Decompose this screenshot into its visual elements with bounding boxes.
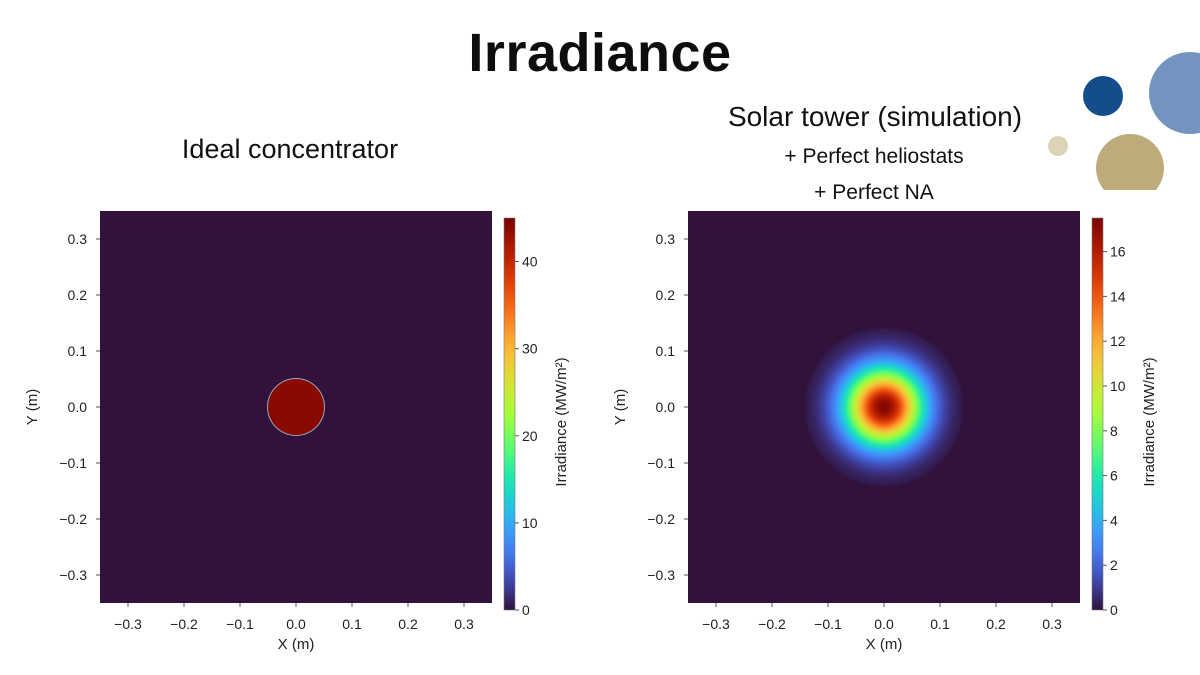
y-axis-label: Y (m) xyxy=(24,389,41,425)
slide-title: Irradiance xyxy=(468,23,732,83)
colorbar-tick-label: 4 xyxy=(1110,512,1118,528)
colorbar-tick-label: 0 xyxy=(1110,602,1118,618)
y-tick-label: 0.1 xyxy=(656,343,676,359)
y-tick-label: 0.1 xyxy=(68,343,88,359)
colorbar-tick-label: 10 xyxy=(1110,378,1126,394)
heatmap-0-spot xyxy=(268,379,324,435)
x-tick-label: 0.2 xyxy=(398,616,418,632)
colorbar-tick-label: 12 xyxy=(1110,333,1126,349)
colorbar-tick-label: 0 xyxy=(522,602,530,618)
x-tick-label: 0.0 xyxy=(874,616,894,632)
colorbar-tick-label: 2 xyxy=(1110,557,1118,573)
x-tick-label: −0.1 xyxy=(226,616,254,632)
colorbar-tick-label: 14 xyxy=(1110,288,1126,304)
left-panel-caption: Ideal concentrator xyxy=(181,134,399,164)
y-tick-label: 0.0 xyxy=(656,399,676,415)
colorbar-label: Irradiance (MW/m²) xyxy=(1141,357,1158,486)
y-tick-label: −0.1 xyxy=(647,455,675,471)
colorbar-tick-label: 30 xyxy=(522,341,538,357)
x-tick-label: 0.3 xyxy=(454,616,474,632)
heatmap-1-gaussian-spot xyxy=(799,322,969,492)
x-tick-label: −0.3 xyxy=(114,616,142,632)
colorbar-1 xyxy=(1091,217,1104,611)
y-tick-label: −0.3 xyxy=(647,567,675,583)
y-tick-label: 0.2 xyxy=(656,287,676,303)
right-panel-subcaption-heliostats: + Perfect heliostats xyxy=(784,145,964,168)
decorative-circle-beige xyxy=(1048,136,1068,156)
colorbar-tick-label: 20 xyxy=(522,428,538,444)
right-panel-subcaption-na: + Perfect NA xyxy=(814,181,934,204)
y-tick-label: −0.2 xyxy=(647,511,675,527)
x-axis-label: X (m) xyxy=(278,636,315,653)
colorbar-tick-label: 16 xyxy=(1110,244,1126,260)
y-tick-label: 0.3 xyxy=(656,231,676,247)
x-tick-label: −0.3 xyxy=(702,616,730,632)
colorbar-tick-label: 8 xyxy=(1110,423,1118,439)
y-tick-label: −0.3 xyxy=(59,567,87,583)
colorbar-tick-label: 10 xyxy=(522,515,538,531)
y-axis-label: Y (m) xyxy=(612,389,629,425)
x-tick-label: 0.3 xyxy=(1042,616,1062,632)
y-tick-label: 0.0 xyxy=(68,399,88,415)
x-tick-label: 0.1 xyxy=(342,616,362,632)
x-axis-label: X (m) xyxy=(866,636,903,653)
x-tick-label: 0.1 xyxy=(930,616,950,632)
x-tick-label: −0.1 xyxy=(814,616,842,632)
decorative-circle-navy xyxy=(1083,76,1123,116)
decorative-circle-khaki xyxy=(1096,134,1166,190)
x-tick-label: 0.0 xyxy=(286,616,306,632)
y-tick-label: −0.1 xyxy=(59,455,87,471)
right-panel-caption: Solar tower (simulation) xyxy=(727,101,1023,132)
x-tick-label: 0.2 xyxy=(986,616,1006,632)
x-tick-label: −0.2 xyxy=(758,616,786,632)
colorbar-tick-label: 6 xyxy=(1110,468,1118,484)
colorbar-tick-label: 40 xyxy=(522,254,538,270)
colorbar-label: Irradiance (MW/m²) xyxy=(553,357,570,486)
x-tick-label: −0.2 xyxy=(170,616,198,632)
y-tick-label: 0.2 xyxy=(68,287,88,303)
y-tick-label: 0.3 xyxy=(68,231,88,247)
colorbar-0 xyxy=(503,217,516,611)
y-tick-label: −0.2 xyxy=(59,511,87,527)
